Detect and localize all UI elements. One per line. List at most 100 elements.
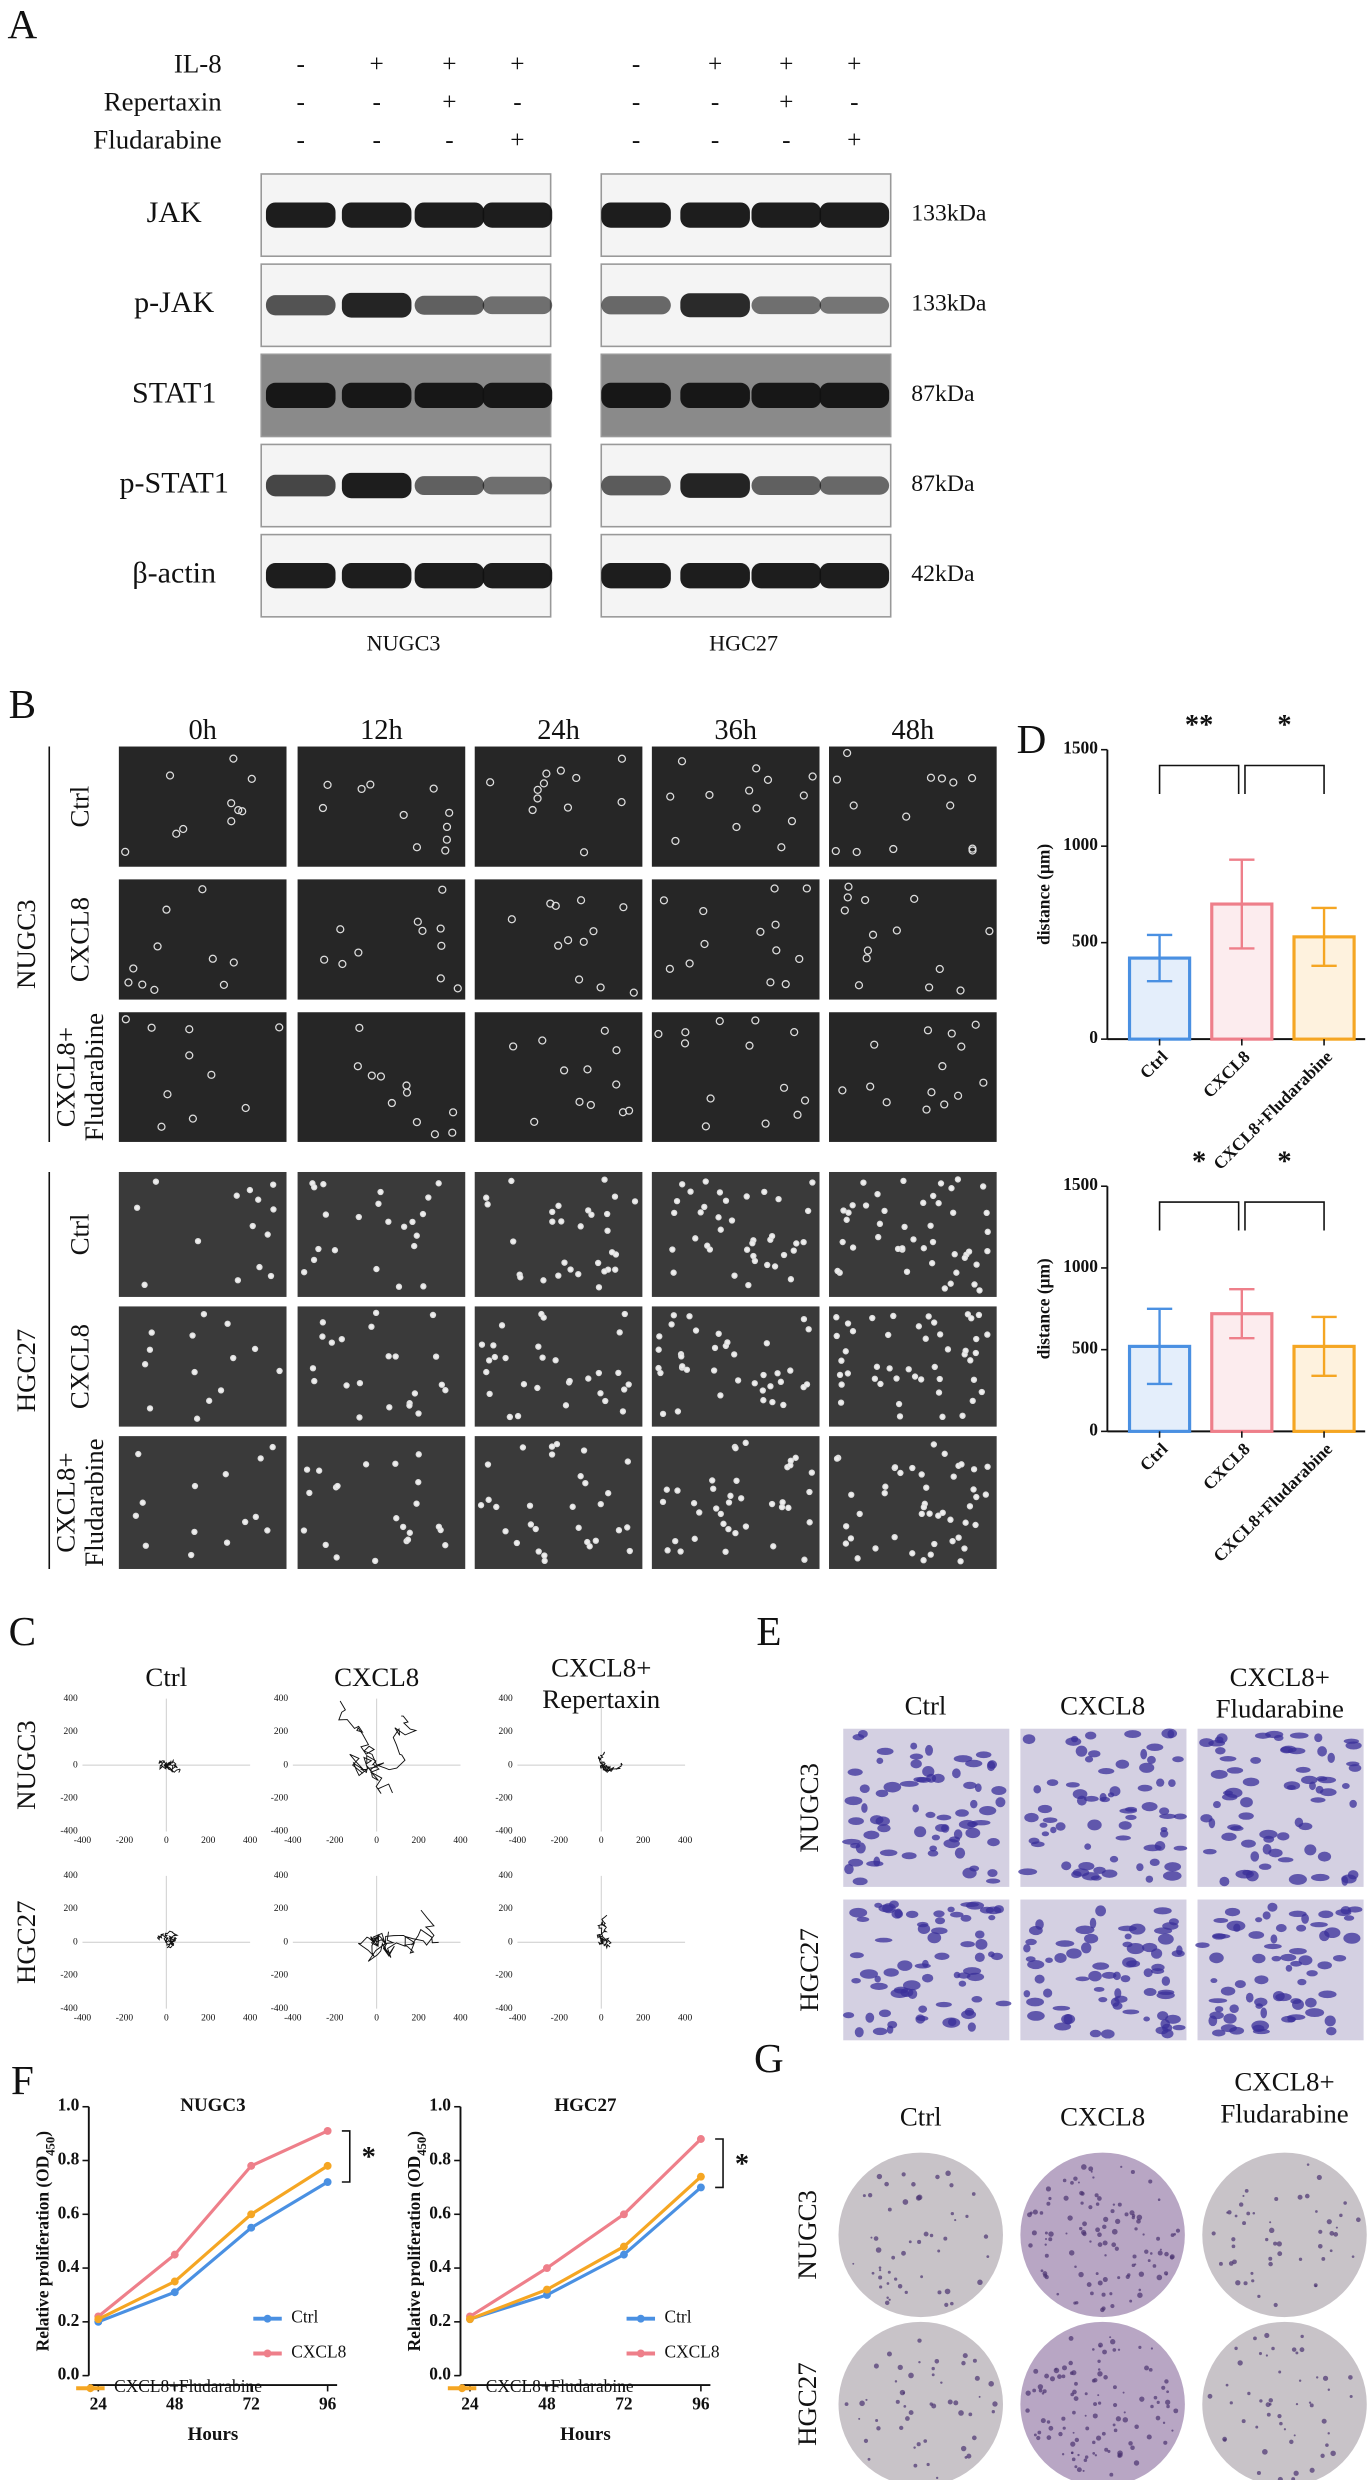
stained-cell: [848, 1817, 864, 1825]
stained-cell: [1055, 1822, 1066, 1831]
cell: [837, 1399, 845, 1406]
series-line: [469, 2137, 703, 2318]
cell: [569, 1503, 576, 1510]
colony: [1088, 2205, 1093, 2210]
cell: [886, 1365, 893, 1372]
cell: [442, 1542, 449, 1549]
band: [265, 382, 336, 409]
cell: [548, 1443, 556, 1450]
x-tick-label: 0: [374, 1836, 379, 1846]
colony: [888, 2298, 891, 2301]
colony: [1094, 2193, 1099, 2198]
cell: [901, 1223, 908, 1231]
point: [170, 2277, 179, 2286]
colony: [1314, 2284, 1317, 2288]
x-tick-label: 96: [692, 2395, 710, 2414]
stained-cell: [955, 1809, 969, 1817]
stained-cell: [1296, 1924, 1307, 1932]
colony: [876, 2426, 881, 2431]
cell: [247, 774, 256, 783]
cell: [373, 1265, 380, 1273]
stained-cell: [1159, 1807, 1170, 1815]
stained-cell: [1066, 1948, 1082, 1959]
colony: [1033, 2368, 1039, 2374]
stained-cell: [1118, 1821, 1132, 1830]
stained-cell: [934, 1952, 950, 1960]
colony: [1234, 2214, 1238, 2218]
cell: [727, 1492, 734, 1499]
band: [601, 563, 671, 589]
y-tick-label: 200: [274, 1904, 288, 1914]
legend-label: CXCL8: [291, 2342, 346, 2361]
cell: [951, 1251, 958, 1258]
colony: [1101, 2431, 1106, 2436]
cell: [338, 1335, 345, 1343]
cell: [862, 1202, 870, 1209]
colony: [913, 2463, 918, 2468]
band: [819, 476, 890, 495]
stained-cell: [1090, 1875, 1102, 1881]
cell: [222, 1471, 229, 1478]
image-title: Ctrl: [900, 2102, 942, 2132]
cell: [715, 1330, 722, 1337]
cell: [903, 1268, 911, 1275]
cell: [508, 1177, 515, 1185]
cell: [709, 1477, 716, 1484]
colony: [1044, 2237, 1048, 2241]
stained-cell: [1241, 1839, 1256, 1848]
colony: [1298, 2379, 1302, 2382]
cell: [162, 905, 171, 914]
stained-cell: [1209, 1952, 1224, 1964]
track: [597, 1921, 606, 1943]
colony: [1036, 2435, 1041, 2441]
colony: [1080, 2191, 1085, 2196]
cell: [845, 1209, 852, 1216]
cell-image: [118, 1012, 287, 1142]
cell: [163, 1090, 172, 1099]
stained-cell: [1043, 1988, 1053, 1998]
colony: [1109, 2336, 1112, 2339]
cell: [549, 1218, 556, 1225]
colony: [1101, 2306, 1106, 2311]
stained-cell: [878, 1904, 894, 1913]
cell: [586, 1543, 593, 1550]
stained-cell: [1324, 2015, 1336, 2027]
colony: [1029, 2211, 1033, 2215]
cell: [597, 1390, 604, 1397]
stained-cell: [1219, 1876, 1230, 1887]
y-tick-label: 0: [283, 1760, 288, 1770]
cell: [336, 925, 345, 934]
cell: [224, 1320, 231, 1327]
stained-cell: [970, 1799, 978, 1809]
band: [819, 563, 890, 589]
cell: [559, 1066, 569, 1075]
stained-cell: [1326, 2026, 1337, 2036]
x-tick-label: 200: [636, 1836, 650, 1846]
cell: [839, 1238, 846, 1246]
y-tick-label: -400: [495, 2004, 513, 2014]
cell: [483, 1368, 490, 1376]
stained-cell: [1100, 2029, 1115, 2039]
colony: [1159, 2248, 1162, 2251]
stained-cell: [1259, 1829, 1278, 1839]
cell: [931, 1363, 938, 1371]
cell: [690, 1500, 698, 1507]
colony: [1246, 2211, 1251, 2216]
stained-cell: [916, 2015, 929, 2021]
colony: [899, 2425, 904, 2431]
cell: [493, 1503, 500, 1511]
cell: [612, 1266, 619, 1273]
stained-cell: [1252, 1953, 1266, 1964]
stained-cell: [943, 1838, 960, 1849]
time-label: 48h: [891, 715, 934, 746]
band: [751, 476, 822, 496]
cell: [419, 1210, 427, 1218]
colony: [1164, 2379, 1169, 2384]
treatment-sign: -: [711, 88, 719, 116]
significance-bracket: [1158, 764, 1240, 794]
stained-cell: [1242, 1777, 1260, 1787]
cell: [507, 915, 516, 924]
colony: [905, 2416, 910, 2421]
stained-cell: [1147, 1755, 1156, 1764]
colony: [1144, 2365, 1149, 2371]
